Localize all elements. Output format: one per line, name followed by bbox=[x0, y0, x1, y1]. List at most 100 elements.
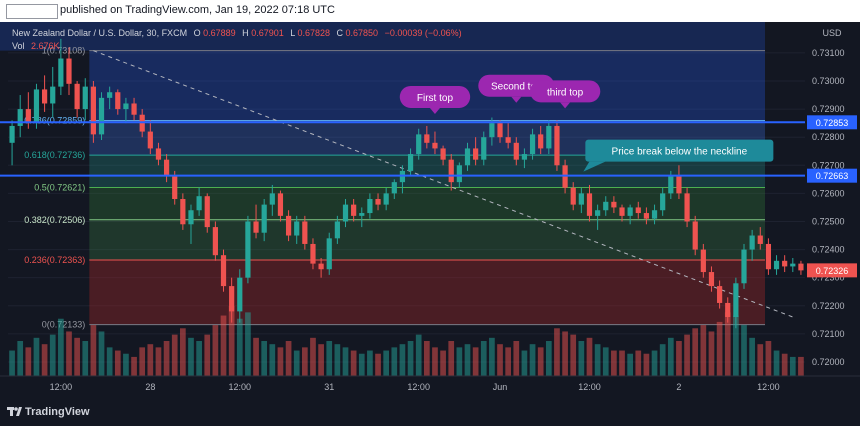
candle bbox=[98, 92, 105, 140]
fib-level-label: 0.236(0.72363) bbox=[24, 255, 85, 265]
candle bbox=[741, 243, 747, 289]
price-chart[interactable]: 1(0.73108) 0.786(0.72859) 0.618(0.72736) 0.… bbox=[0, 22, 860, 398]
fib-level-label: 0.786(0.72859) bbox=[24, 116, 85, 126]
candle bbox=[733, 277, 739, 329]
legend-l-label: L bbox=[290, 28, 295, 38]
candle-body bbox=[391, 182, 397, 194]
badge-label: 0.72326 bbox=[816, 266, 849, 276]
candle-body bbox=[676, 176, 682, 194]
fib-zone bbox=[89, 219, 765, 260]
candle-body bbox=[74, 83, 80, 110]
candle-body bbox=[643, 213, 650, 219]
fib-level-label: 0.5(0.72621) bbox=[34, 182, 85, 192]
volume-bar bbox=[619, 350, 625, 376]
candle-body bbox=[603, 201, 609, 211]
volume-bar bbox=[432, 347, 438, 376]
candle bbox=[375, 193, 381, 211]
candle bbox=[50, 66, 56, 118]
candle-body bbox=[798, 263, 804, 271]
volume-bar bbox=[676, 341, 682, 376]
candle-body bbox=[98, 97, 105, 135]
volume-bar bbox=[163, 341, 170, 376]
candle-body bbox=[155, 148, 162, 160]
candle bbox=[424, 125, 430, 149]
candle bbox=[448, 154, 454, 191]
candle-body bbox=[253, 221, 259, 233]
tradingview-footer: TradingView bbox=[0, 398, 860, 426]
volume-bar bbox=[310, 337, 316, 376]
candle-body bbox=[82, 86, 88, 110]
time-tick-label: 12:00 bbox=[50, 382, 73, 392]
volume-bar bbox=[708, 331, 715, 376]
candle bbox=[529, 128, 536, 160]
tradingview-brand: TradingView bbox=[25, 406, 90, 418]
candle-body bbox=[611, 201, 617, 208]
candle-body bbox=[521, 154, 528, 160]
candle-body bbox=[261, 204, 267, 233]
candle-body bbox=[334, 221, 340, 239]
candle bbox=[481, 131, 487, 166]
volume-bar bbox=[204, 334, 211, 376]
annotations[interactable]: First top Second top third top Price break … bbox=[399, 74, 774, 172]
candle bbox=[660, 187, 666, 216]
candle bbox=[204, 193, 210, 233]
volume-bar bbox=[399, 344, 406, 376]
candle-body bbox=[546, 125, 552, 149]
volume-bar bbox=[415, 334, 422, 376]
candle-body bbox=[269, 193, 275, 205]
volume-bar bbox=[423, 341, 430, 376]
volume-bar bbox=[261, 341, 268, 376]
candle bbox=[383, 187, 389, 211]
candle-body bbox=[578, 193, 584, 205]
fibonacci-retracement[interactable]: 1(0.73108) 0.786(0.72859) 0.618(0.72736) 0.… bbox=[0, 22, 765, 330]
candle-body bbox=[123, 103, 129, 110]
volume-bar bbox=[716, 321, 723, 376]
badge-label: 0.72663 bbox=[816, 171, 849, 181]
candle-body bbox=[17, 109, 23, 126]
candle-body bbox=[277, 193, 284, 216]
candle bbox=[33, 83, 40, 129]
candle bbox=[74, 81, 80, 118]
volume-bar bbox=[358, 353, 365, 376]
candle-body bbox=[790, 263, 796, 267]
candle bbox=[41, 75, 48, 112]
candle bbox=[302, 215, 308, 250]
candle-body bbox=[326, 238, 332, 270]
horizontal-lines[interactable] bbox=[0, 121, 805, 177]
callout-pointer bbox=[429, 107, 440, 114]
candle-body bbox=[196, 196, 202, 211]
candle bbox=[367, 193, 373, 219]
price-tick-label: 0.72500 bbox=[812, 216, 845, 226]
candle-body bbox=[497, 123, 503, 138]
publish-bar: published on TradingView.com, Jan 19, 20… bbox=[0, 0, 860, 22]
volume-bar bbox=[659, 344, 666, 376]
candle-body bbox=[66, 58, 72, 84]
price-axis[interactable]: USD0.731000.730000.729000.728000.727000.… bbox=[805, 22, 860, 398]
volume-bar bbox=[733, 315, 739, 376]
volume-bar bbox=[253, 337, 259, 376]
time-axis[interactable]: 12:00 28 12:00 31 12:00 Jun 12:00 2 12:00 bbox=[0, 375, 860, 392]
callout-text: Second top bbox=[491, 82, 542, 93]
volume-bar bbox=[25, 347, 32, 376]
candle bbox=[147, 120, 153, 155]
candle bbox=[773, 255, 780, 275]
price-tick-label: 0.72000 bbox=[812, 357, 845, 367]
time-tick-label: Jun bbox=[493, 382, 508, 392]
volume-bar bbox=[180, 328, 186, 376]
price-tick-label: 0.72600 bbox=[812, 188, 845, 198]
candle-body bbox=[570, 187, 576, 205]
candle bbox=[611, 196, 617, 214]
candle bbox=[326, 232, 332, 275]
candle-body bbox=[692, 221, 698, 250]
candle bbox=[66, 47, 72, 96]
price-tick-label: 0.72200 bbox=[812, 301, 845, 311]
volume-bar bbox=[74, 337, 80, 376]
last-price-badge: 0.72326 bbox=[807, 263, 857, 278]
callout-pointer bbox=[560, 102, 571, 109]
volume-bar bbox=[131, 356, 137, 376]
badge-bg bbox=[807, 168, 857, 183]
candle bbox=[749, 229, 755, 261]
volume-bar bbox=[139, 347, 146, 376]
price-line-badge: 0.72663 bbox=[807, 168, 857, 183]
candle bbox=[717, 280, 723, 309]
